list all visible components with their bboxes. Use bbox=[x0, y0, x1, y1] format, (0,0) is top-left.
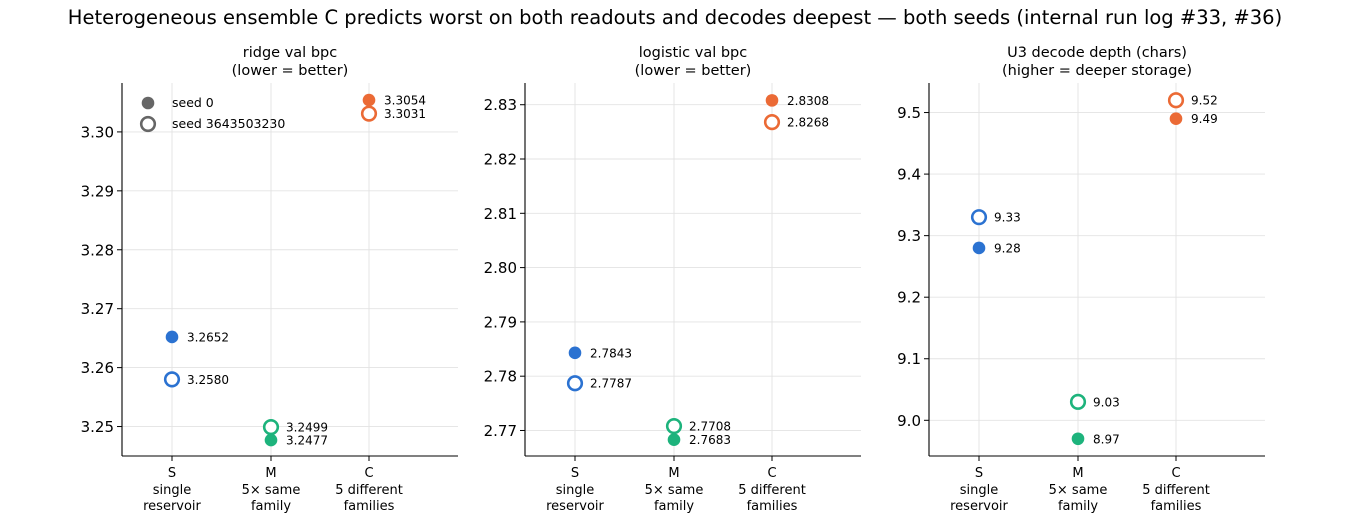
x-tick-label-line2: reservoir bbox=[143, 499, 201, 514]
x-tick-label-line1: single bbox=[960, 483, 999, 498]
panel-subtitle: (lower = better) bbox=[232, 63, 349, 79]
x-tick-label-line2: families bbox=[344, 499, 395, 514]
y-tick-label: 3.25 bbox=[81, 418, 114, 436]
y-tick-label: 9.0 bbox=[897, 412, 921, 430]
data-point-seed1 bbox=[665, 418, 683, 435]
data-label: 3.3031 bbox=[384, 107, 426, 121]
data-point-seed0 bbox=[568, 346, 582, 360]
y-tick-label: 3.27 bbox=[81, 300, 114, 318]
x-tick-label-code: M bbox=[668, 466, 679, 481]
data-label: 2.7787 bbox=[590, 377, 632, 391]
x-tick-label-line1: 5× same bbox=[645, 483, 704, 498]
x-tick-label-line2: families bbox=[747, 499, 798, 514]
figure-title: Heterogeneous ensemble C predicts worst … bbox=[67, 6, 1283, 29]
x-tick-label-code: C bbox=[364, 466, 373, 481]
y-tick-label: 2.81 bbox=[484, 205, 517, 223]
x-tick-label-code: S bbox=[975, 466, 983, 481]
data-label: 9.33 bbox=[994, 211, 1021, 225]
y-tick-label: 3.29 bbox=[81, 182, 114, 200]
data-point-seed0 bbox=[1169, 112, 1183, 125]
y-tick-label: 9.3 bbox=[897, 227, 921, 245]
x-tick-label-code: S bbox=[168, 466, 176, 481]
y-tick-label: 2.82 bbox=[484, 151, 517, 169]
y-tick-label: 2.79 bbox=[484, 313, 517, 331]
data-label: 2.7683 bbox=[689, 433, 731, 447]
legend-label-seed0: seed 0 bbox=[172, 95, 214, 110]
data-label: 8.97 bbox=[1093, 432, 1120, 446]
x-tick-label-line1: 5× same bbox=[1049, 483, 1108, 498]
legend-label-seed1: seed 3643503230 bbox=[172, 116, 285, 131]
x-tick-label-line2: reservoir bbox=[546, 499, 604, 514]
y-tick-label: 2.78 bbox=[484, 368, 517, 386]
panel-subtitle: (lower = better) bbox=[635, 63, 752, 79]
y-tick-label: 3.28 bbox=[81, 241, 114, 259]
y-tick-label: 2.77 bbox=[484, 422, 517, 440]
x-tick-label-line1: 5 different bbox=[1142, 483, 1210, 498]
data-label: 3.2652 bbox=[187, 330, 229, 344]
x-tick-label-line1: 5 different bbox=[738, 483, 806, 498]
data-point-seed0 bbox=[165, 330, 179, 344]
panel-title: logistic val bpc bbox=[639, 45, 747, 61]
x-tick-label-code: M bbox=[1072, 466, 1083, 481]
legend-marker-seed0 bbox=[141, 96, 155, 110]
data-label: 2.8268 bbox=[787, 116, 829, 130]
data-point-seed0 bbox=[972, 241, 986, 255]
data-point-seed1 bbox=[163, 371, 181, 388]
data-label: 9.28 bbox=[994, 241, 1021, 255]
x-tick-label-line2: families bbox=[1151, 499, 1202, 514]
data-point-seed0 bbox=[362, 93, 376, 107]
data-point-seed0 bbox=[765, 94, 779, 107]
y-tick-label: 9.1 bbox=[897, 350, 921, 368]
x-tick-label-line2: family bbox=[654, 499, 694, 514]
data-point-seed1 bbox=[1167, 92, 1185, 109]
x-tick-label-line1: 5 different bbox=[335, 483, 403, 498]
data-point-seed1 bbox=[262, 419, 280, 436]
data-point-seed0 bbox=[1071, 432, 1085, 446]
y-tick-label: 9.5 bbox=[897, 104, 921, 122]
x-tick-label-line2: family bbox=[1058, 499, 1098, 514]
data-point-seed1 bbox=[360, 105, 378, 122]
panel-title: U3 decode depth (chars) bbox=[1007, 45, 1187, 61]
x-tick-label-line1: single bbox=[556, 483, 595, 498]
y-tick-label: 3.26 bbox=[81, 359, 114, 377]
data-point-seed0 bbox=[264, 433, 278, 447]
x-tick-label-line2: family bbox=[251, 499, 291, 514]
legend-marker-seed1 bbox=[139, 115, 157, 133]
x-tick-label-code: C bbox=[1171, 466, 1180, 481]
data-point-seed1 bbox=[970, 209, 988, 226]
data-label: 9.49 bbox=[1191, 112, 1218, 126]
data-label: 3.3054 bbox=[384, 94, 426, 108]
y-tick-label: 2.80 bbox=[484, 259, 517, 277]
y-tick-label: 2.83 bbox=[484, 96, 517, 114]
data-point-seed1 bbox=[763, 113, 781, 131]
x-tick-label-line2: reservoir bbox=[950, 499, 1008, 514]
panel-title: ridge val bpc bbox=[243, 45, 337, 61]
x-tick-label-code: M bbox=[265, 466, 276, 481]
data-label: 3.2499 bbox=[286, 421, 328, 435]
y-tick-label: 3.30 bbox=[81, 123, 114, 141]
x-tick-label-code: C bbox=[767, 466, 776, 481]
x-tick-label-line1: single bbox=[153, 483, 192, 498]
data-point-seed1 bbox=[566, 375, 584, 392]
x-tick-label-line1: 5× same bbox=[242, 483, 301, 498]
data-label: 2.7708 bbox=[689, 420, 731, 434]
data-point-seed0 bbox=[667, 433, 681, 447]
data-label: 2.7843 bbox=[590, 346, 632, 360]
data-label: 2.8308 bbox=[787, 94, 829, 108]
panel-subtitle: (higher = deeper storage) bbox=[1002, 63, 1192, 79]
data-label: 9.03 bbox=[1093, 395, 1120, 409]
x-tick-label-code: S bbox=[571, 466, 579, 481]
data-label: 3.2477 bbox=[286, 434, 328, 448]
data-label: 3.2580 bbox=[187, 373, 229, 387]
y-tick-label: 9.4 bbox=[897, 166, 921, 184]
data-label: 9.52 bbox=[1191, 94, 1218, 108]
data-point-seed1 bbox=[1069, 393, 1087, 410]
y-tick-label: 9.2 bbox=[897, 289, 921, 307]
